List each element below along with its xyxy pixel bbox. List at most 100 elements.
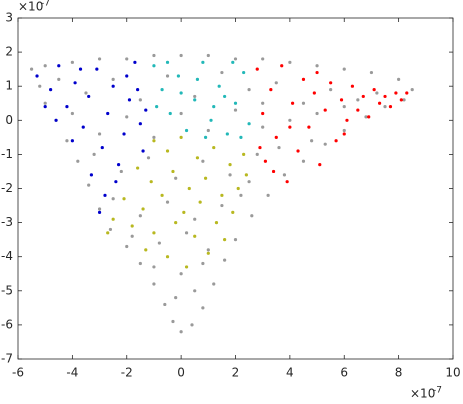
point <box>323 108 327 112</box>
point <box>152 265 156 269</box>
point <box>274 135 278 139</box>
point <box>184 128 189 133</box>
point <box>288 118 292 122</box>
point <box>239 135 243 139</box>
axes-box <box>17 17 454 360</box>
point <box>323 142 327 146</box>
x-tick-label: 4 <box>286 366 294 380</box>
point <box>329 81 333 85</box>
point <box>179 330 183 334</box>
y-scale-label: ×10 <box>18 0 43 14</box>
point <box>176 74 181 78</box>
point <box>231 60 235 64</box>
point <box>57 77 61 81</box>
point <box>152 64 156 68</box>
point <box>152 53 156 58</box>
point <box>114 180 118 184</box>
point <box>125 57 129 61</box>
point <box>266 193 270 197</box>
point <box>288 125 292 129</box>
point <box>201 60 205 64</box>
point <box>184 231 189 235</box>
point <box>43 101 47 105</box>
point <box>223 238 227 242</box>
point <box>244 173 248 177</box>
point <box>383 105 387 109</box>
point <box>201 306 205 310</box>
points <box>29 53 414 334</box>
point <box>106 111 110 116</box>
point <box>350 84 355 88</box>
point <box>307 125 311 129</box>
x-tick-label: 8 <box>395 366 403 380</box>
y-tick-label: 2 <box>5 45 13 59</box>
x-tick-label: -6 <box>12 366 24 380</box>
x-scale-exponent: -7 <box>433 386 442 396</box>
point <box>250 214 254 218</box>
point <box>97 132 102 136</box>
point <box>38 84 42 88</box>
point <box>81 125 85 129</box>
point <box>261 57 265 61</box>
point <box>149 180 153 184</box>
point <box>296 149 300 153</box>
point <box>329 88 333 92</box>
x-tick-label: 2 <box>232 366 240 380</box>
point <box>269 88 273 92</box>
point <box>225 132 229 136</box>
point <box>152 231 156 235</box>
point <box>301 101 306 105</box>
point <box>236 186 240 191</box>
y-tick-label: -5 <box>1 283 13 297</box>
point <box>125 244 129 249</box>
point <box>43 64 47 68</box>
point <box>111 77 115 81</box>
point <box>174 221 178 225</box>
point <box>383 94 387 99</box>
point <box>108 227 113 232</box>
point <box>184 265 189 269</box>
point <box>127 98 132 102</box>
point <box>212 282 216 286</box>
point <box>209 118 213 122</box>
point <box>402 98 406 102</box>
point <box>95 67 99 71</box>
point <box>152 135 156 139</box>
point <box>92 152 96 156</box>
point <box>364 115 368 119</box>
point <box>285 180 289 184</box>
point <box>97 207 102 211</box>
point <box>89 173 94 177</box>
point <box>174 176 178 180</box>
point <box>179 272 183 276</box>
point <box>190 323 194 327</box>
y-tick-label: -3 <box>1 215 13 229</box>
point <box>195 156 200 160</box>
y-tick-label: -2 <box>1 181 13 195</box>
point <box>103 193 107 197</box>
point <box>152 282 156 286</box>
point <box>78 67 83 71</box>
point <box>138 98 142 102</box>
point <box>29 67 34 71</box>
x-tick-label: 0 <box>177 366 185 380</box>
point <box>315 111 319 116</box>
point <box>247 88 251 92</box>
point <box>179 53 183 58</box>
point <box>111 217 115 221</box>
point <box>233 57 238 61</box>
point <box>100 145 104 150</box>
point <box>65 139 69 143</box>
point <box>261 111 265 116</box>
point <box>258 145 262 150</box>
point <box>165 74 170 78</box>
point <box>201 159 205 163</box>
point <box>310 139 314 143</box>
point <box>203 176 208 180</box>
point <box>171 319 175 324</box>
point <box>157 241 161 245</box>
point <box>130 224 134 228</box>
point <box>155 105 159 109</box>
point <box>193 94 197 99</box>
point <box>70 111 74 116</box>
